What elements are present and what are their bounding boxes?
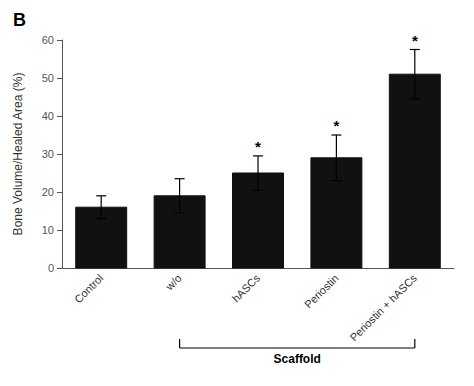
svg-text:Periostin: Periostin (302, 272, 341, 311)
svg-text:*: * (255, 138, 261, 155)
svg-text:20: 20 (42, 186, 54, 198)
svg-text:*: * (412, 32, 418, 49)
svg-text:Periostin + hASCs: Periostin + hASCs (347, 271, 419, 343)
svg-text:*: * (333, 117, 339, 134)
svg-text:hASCs: hASCs (230, 271, 263, 304)
svg-text:Bone Volume/Healed Area (%): Bone Volume/Healed Area (%) (11, 73, 25, 236)
svg-text:30: 30 (42, 148, 54, 160)
svg-text:0: 0 (48, 262, 54, 274)
svg-text:Scaffold: Scaffold (274, 352, 321, 366)
svg-text:40: 40 (42, 110, 54, 122)
svg-text:60: 60 (42, 34, 54, 46)
svg-text:50: 50 (42, 72, 54, 84)
svg-text:10: 10 (42, 224, 54, 236)
svg-text:B: B (13, 10, 26, 30)
svg-text:w/o: w/o (163, 272, 184, 293)
svg-text:Control: Control (72, 272, 106, 306)
